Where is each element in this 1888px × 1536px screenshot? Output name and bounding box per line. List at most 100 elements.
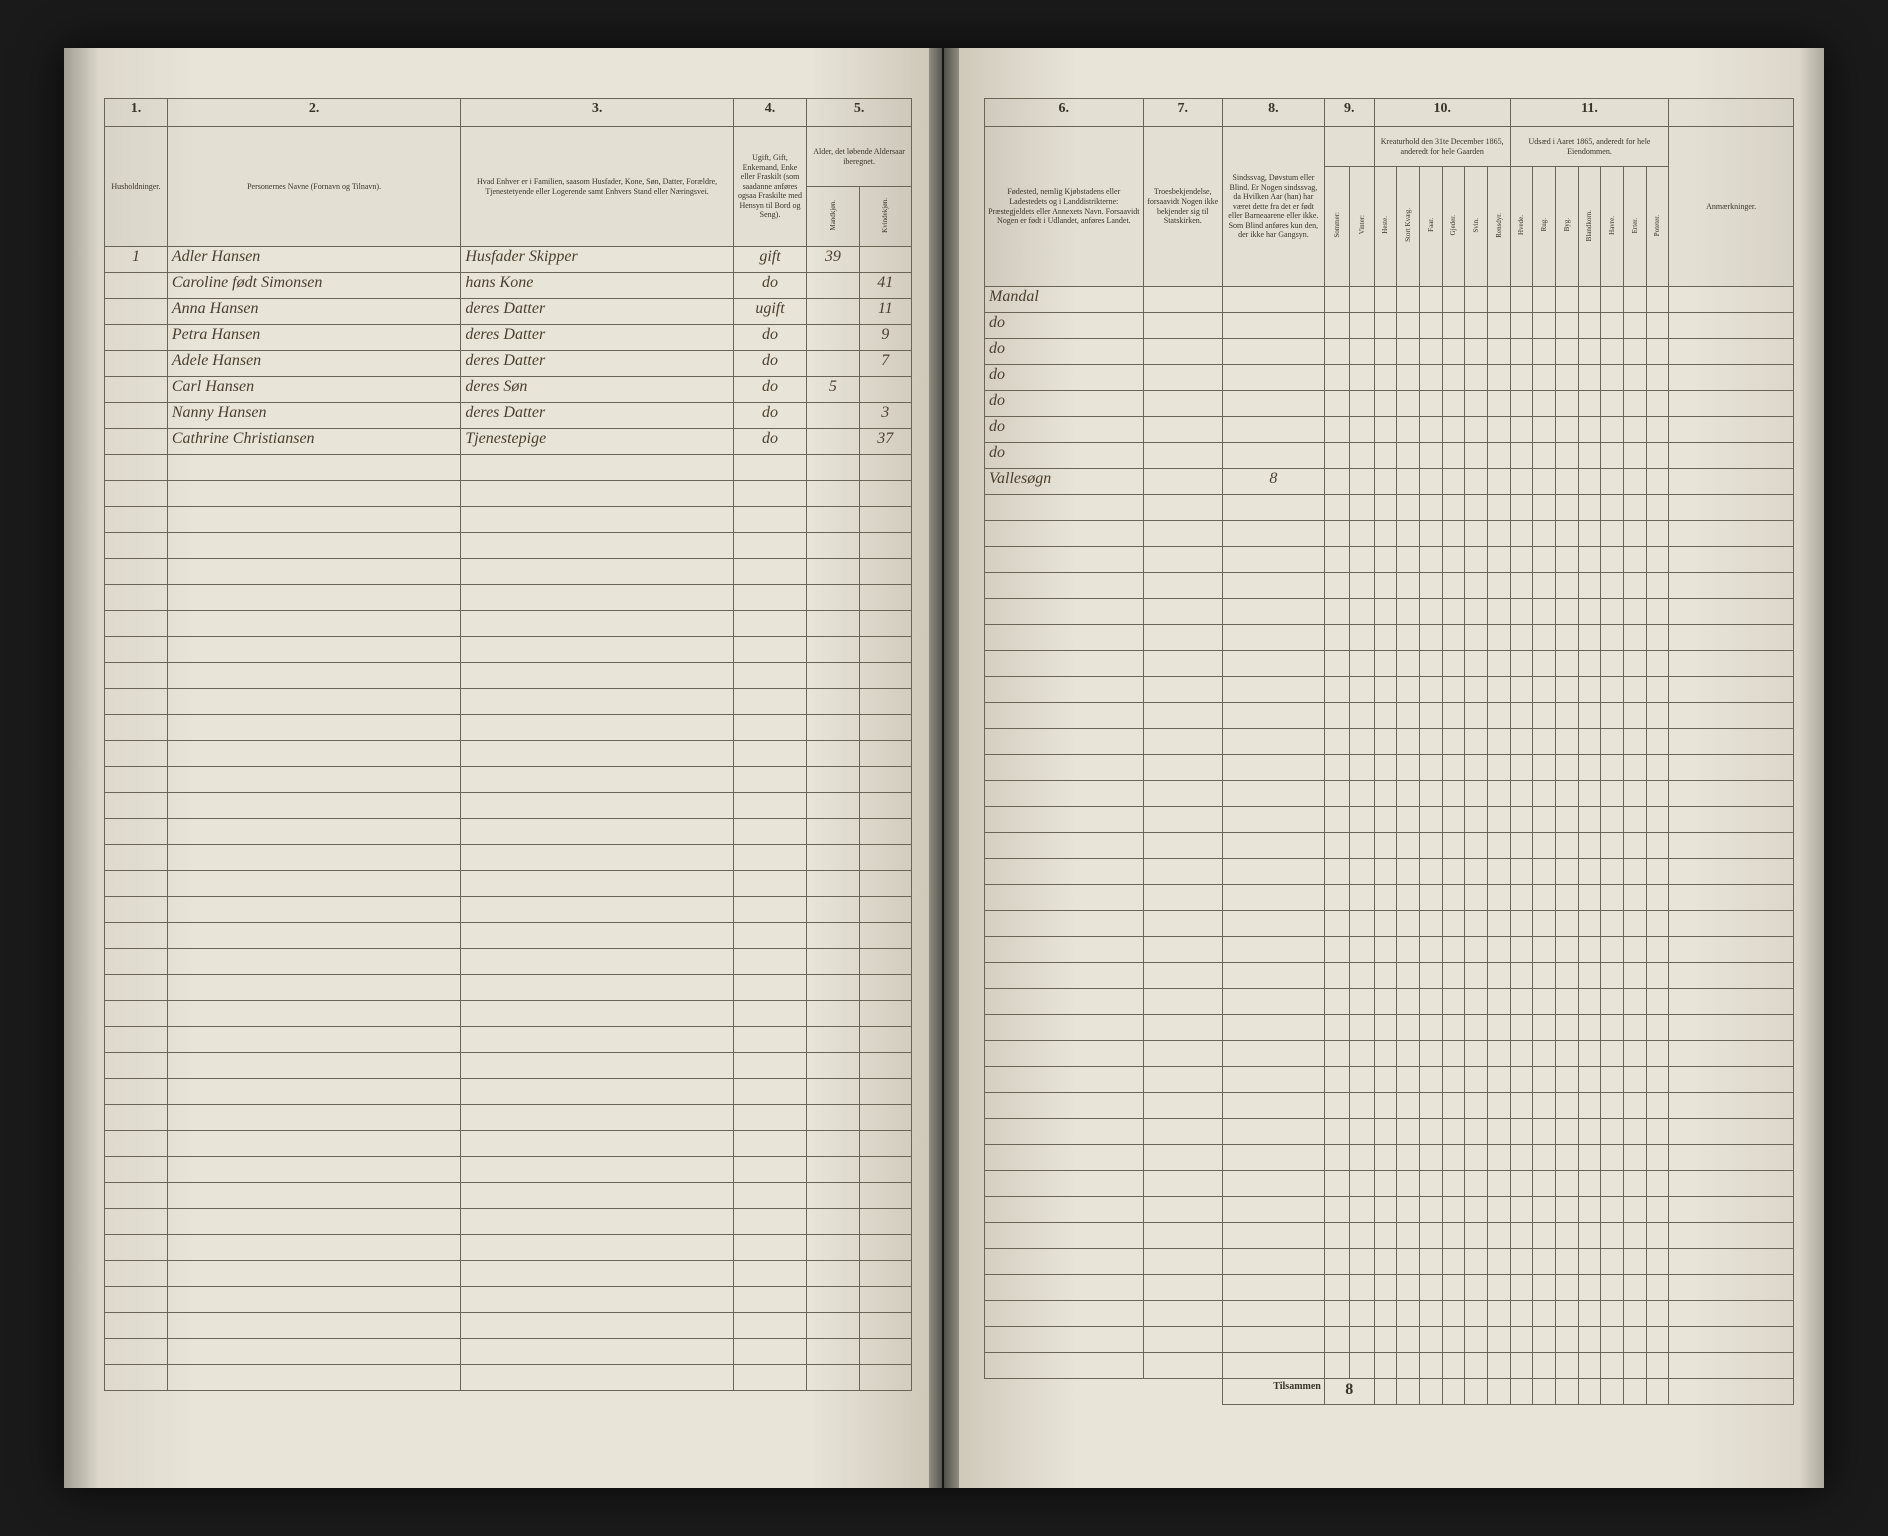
header-kvag: Stort Kvæg.: [1397, 167, 1420, 287]
cell-blank: [1420, 365, 1443, 391]
cell-blank: [1556, 365, 1579, 391]
cell-creed: [1143, 339, 1222, 365]
cell-blank: [1601, 365, 1624, 391]
cell-blank: [1623, 287, 1646, 313]
empty-row: [985, 651, 1794, 677]
cell-blank: [1510, 443, 1533, 469]
cell-blank: [1374, 287, 1397, 313]
cell-blank: [1324, 391, 1349, 417]
header-erter: Erter.: [1623, 167, 1646, 287]
cell-rel: deres Søn: [461, 377, 733, 403]
cell-birthplace: Mandal: [985, 287, 1144, 313]
header-vinter: Vinter:: [1349, 167, 1374, 287]
cell-blank: [1623, 417, 1646, 443]
table-row: Mandal: [985, 287, 1794, 313]
cell-hh: 1: [105, 247, 168, 273]
empty-row: [985, 1275, 1794, 1301]
header-havre: Havre.: [1601, 167, 1624, 287]
cell-blank: [1397, 287, 1420, 313]
cell-rel: Husfader Skipper: [461, 247, 733, 273]
cell-status: ugift: [733, 299, 806, 325]
table-row: Petra Hansenderes Datterdo9: [105, 325, 912, 351]
cell-blank: [1510, 313, 1533, 339]
cell-blank: [1349, 443, 1374, 469]
cell-blank: [1556, 391, 1579, 417]
cell-blank: [1578, 313, 1601, 339]
header-hvede: Hvede.: [1510, 167, 1533, 287]
cell-blank: [1646, 287, 1669, 313]
cell-blank: [1442, 469, 1465, 495]
empty-row: [985, 1145, 1794, 1171]
cell-blank: [1397, 391, 1420, 417]
empty-row: [985, 521, 1794, 547]
empty-row: [985, 1327, 1794, 1353]
cell-blank: [1324, 313, 1349, 339]
empty-row: [105, 637, 912, 663]
table-row: 1Adler HansenHusfader Skippergift39: [105, 247, 912, 273]
empty-row: [985, 599, 1794, 625]
cell-blank: [1465, 365, 1488, 391]
empty-row: [985, 781, 1794, 807]
cell-remarks: [1669, 339, 1794, 365]
cell-blank: [1420, 287, 1443, 313]
cell-age-f: [859, 247, 911, 273]
left-table: 1. 2. 3. 4. 5. Husholdninger. Personerne…: [104, 98, 912, 1391]
cell-blank: [1374, 443, 1397, 469]
cell-blank: [1442, 391, 1465, 417]
cell-birthplace: do: [985, 391, 1144, 417]
empty-row: [985, 911, 1794, 937]
cell-blank: [1578, 339, 1601, 365]
footer-row: Tilsammen8: [985, 1379, 1794, 1405]
cell-blank: [1510, 365, 1533, 391]
empty-row: [105, 897, 912, 923]
empty-row: [985, 573, 1794, 599]
cell-blank: [1465, 391, 1488, 417]
cell-rel: deres Datter: [461, 299, 733, 325]
cell-blank: [1556, 339, 1579, 365]
empty-row: [105, 793, 912, 819]
cell-blank: [1349, 365, 1374, 391]
cell-blank: [1578, 391, 1601, 417]
header-byg: Byg.: [1556, 167, 1579, 287]
cell-blank: [1556, 443, 1579, 469]
cell-status: do: [733, 273, 806, 299]
empty-row: [105, 1339, 912, 1365]
empty-row: [985, 1015, 1794, 1041]
cell-age-m: 39: [807, 247, 859, 273]
cell-blank: [1324, 443, 1349, 469]
cell-blank: [1488, 417, 1511, 443]
empty-row: [985, 807, 1794, 833]
empty-row: [985, 937, 1794, 963]
cell-blank: [1374, 469, 1397, 495]
cell-blank: [1601, 469, 1624, 495]
empty-row: [985, 1171, 1794, 1197]
cell-blank: [1349, 339, 1374, 365]
empty-row: [985, 703, 1794, 729]
cell-blank: [1349, 469, 1374, 495]
header-sommer: Sommer:: [1324, 167, 1349, 287]
cell-blank: [1442, 443, 1465, 469]
cell-blank: [1397, 339, 1420, 365]
cell-blank: [1601, 443, 1624, 469]
cell-blank: [1488, 365, 1511, 391]
cell-blank: [1623, 365, 1646, 391]
cell-blank: [1465, 313, 1488, 339]
table-row: do: [985, 443, 1794, 469]
empty-row: [105, 481, 912, 507]
cell-age-f: [859, 377, 911, 403]
header-rug: Rug.: [1533, 167, 1556, 287]
header-kvinde: Kvindekjøn.: [859, 187, 911, 247]
empty-row: [105, 1365, 912, 1391]
cell-creed: [1143, 469, 1222, 495]
cell-age-f: 41: [859, 273, 911, 299]
header-husholdninger: Husholdninger.: [105, 127, 168, 247]
empty-row: [105, 767, 912, 793]
cell-blank: [1488, 287, 1511, 313]
cell-name: Petra Hansen: [167, 325, 460, 351]
footer-value: 8: [1324, 1379, 1374, 1405]
cell-age-f: 11: [859, 299, 911, 325]
cell-blank: [1533, 391, 1556, 417]
cell-blank: [1420, 313, 1443, 339]
cell-blank: [1533, 287, 1556, 313]
cell-blank: [1374, 391, 1397, 417]
